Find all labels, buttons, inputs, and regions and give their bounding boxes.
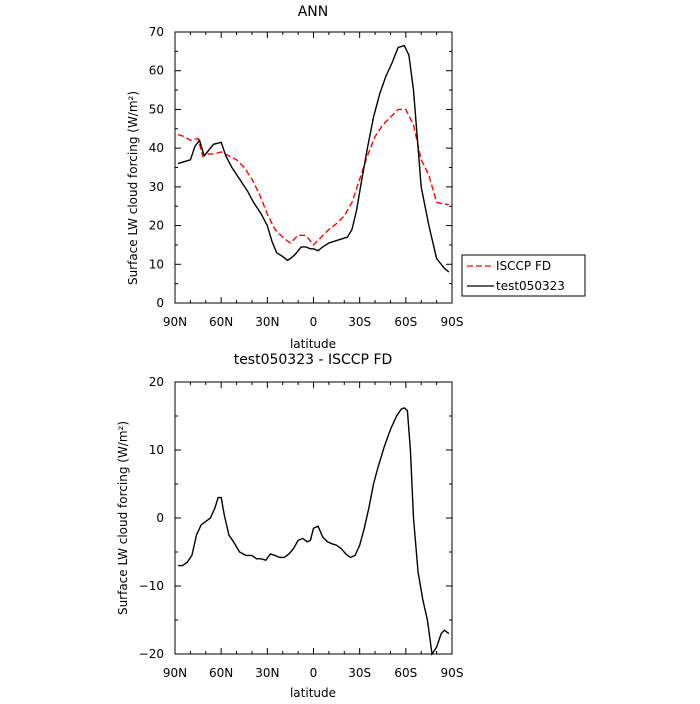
bottom-panel-x-tick-label: 60S — [394, 666, 417, 680]
bottom-panel-title: test050323 - ISCCP FD — [234, 352, 393, 368]
bottom-panel-series-difference — [178, 406, 450, 656]
legend-box — [461, 254, 586, 297]
top-panel-y-tick-label: 70 — [149, 25, 164, 39]
top-panel-legend: ISCCP FD test050323 — [461, 254, 586, 297]
bottom-panel-x-tick-label: 30N — [255, 666, 279, 680]
legend-label-test050323: test050323 — [496, 279, 565, 293]
top-panel-y-tick-label: 40 — [149, 141, 164, 155]
bottom-panel-y-tick-label: −10 — [139, 579, 164, 593]
top-panel-series-test050323 — [177, 44, 450, 273]
bottom-panel-x-tick-label: 30S — [348, 666, 371, 680]
top-panel-xlabel: latitude — [290, 337, 336, 351]
top-panel-y-tick-label: 30 — [149, 180, 164, 194]
legend-label-isccp-fd: ISCCP FD — [496, 259, 551, 273]
bottom-panel-y-tick-label: −20 — [139, 647, 164, 661]
bottom-panel-x-tick-label: 90N — [163, 666, 187, 680]
top-panel-x-tick-label: 30S — [348, 315, 371, 329]
top-panel-series-isccp-fd — [177, 108, 449, 246]
top-panel-title: ANN — [298, 4, 329, 20]
top-panel-ylabel: Surface LW cloud forcing (W/m²) — [126, 91, 140, 285]
top-panel-y-tick-label: 50 — [149, 102, 164, 116]
top-panel-x-tick-label: 60N — [209, 315, 233, 329]
top-panel-x-tick-label: 90N — [163, 315, 187, 329]
bottom-panel-xlabel: latitude — [290, 686, 336, 700]
bottom-panel-y-tick-label: 20 — [149, 375, 164, 389]
top-panel: ANN latitude Surface LW cloud forcing (W… — [126, 4, 586, 351]
top-panel-y-tick-label: 60 — [149, 64, 164, 78]
bottom-panel-ylabel: Surface LW cloud forcing (W/m²) — [116, 421, 130, 615]
top-panel-x-tick-label: 30N — [255, 315, 279, 329]
bottom-panel-y-tick-label: 10 — [149, 443, 164, 457]
top-panel-x-tick-label: 90S — [441, 315, 464, 329]
bottom-panel-x-tick-label: 60N — [209, 666, 233, 680]
bottom-panel-y-tick-label: 0 — [156, 511, 164, 525]
top-panel-y-tick-label: 20 — [149, 219, 164, 233]
top-panel-x-tick-label: 0 — [310, 315, 318, 329]
top-panel-y-tick-label: 10 — [149, 257, 164, 271]
bottom-panel-x-tick-label: 0 — [310, 666, 318, 680]
top-panel-x-tick-label: 60S — [394, 315, 417, 329]
bottom-panel: test050323 - ISCCP FD latitude Surface L… — [116, 352, 463, 700]
top-panel-y-tick-label: 0 — [156, 296, 164, 310]
bottom-panel-x-tick-label: 90S — [441, 666, 464, 680]
